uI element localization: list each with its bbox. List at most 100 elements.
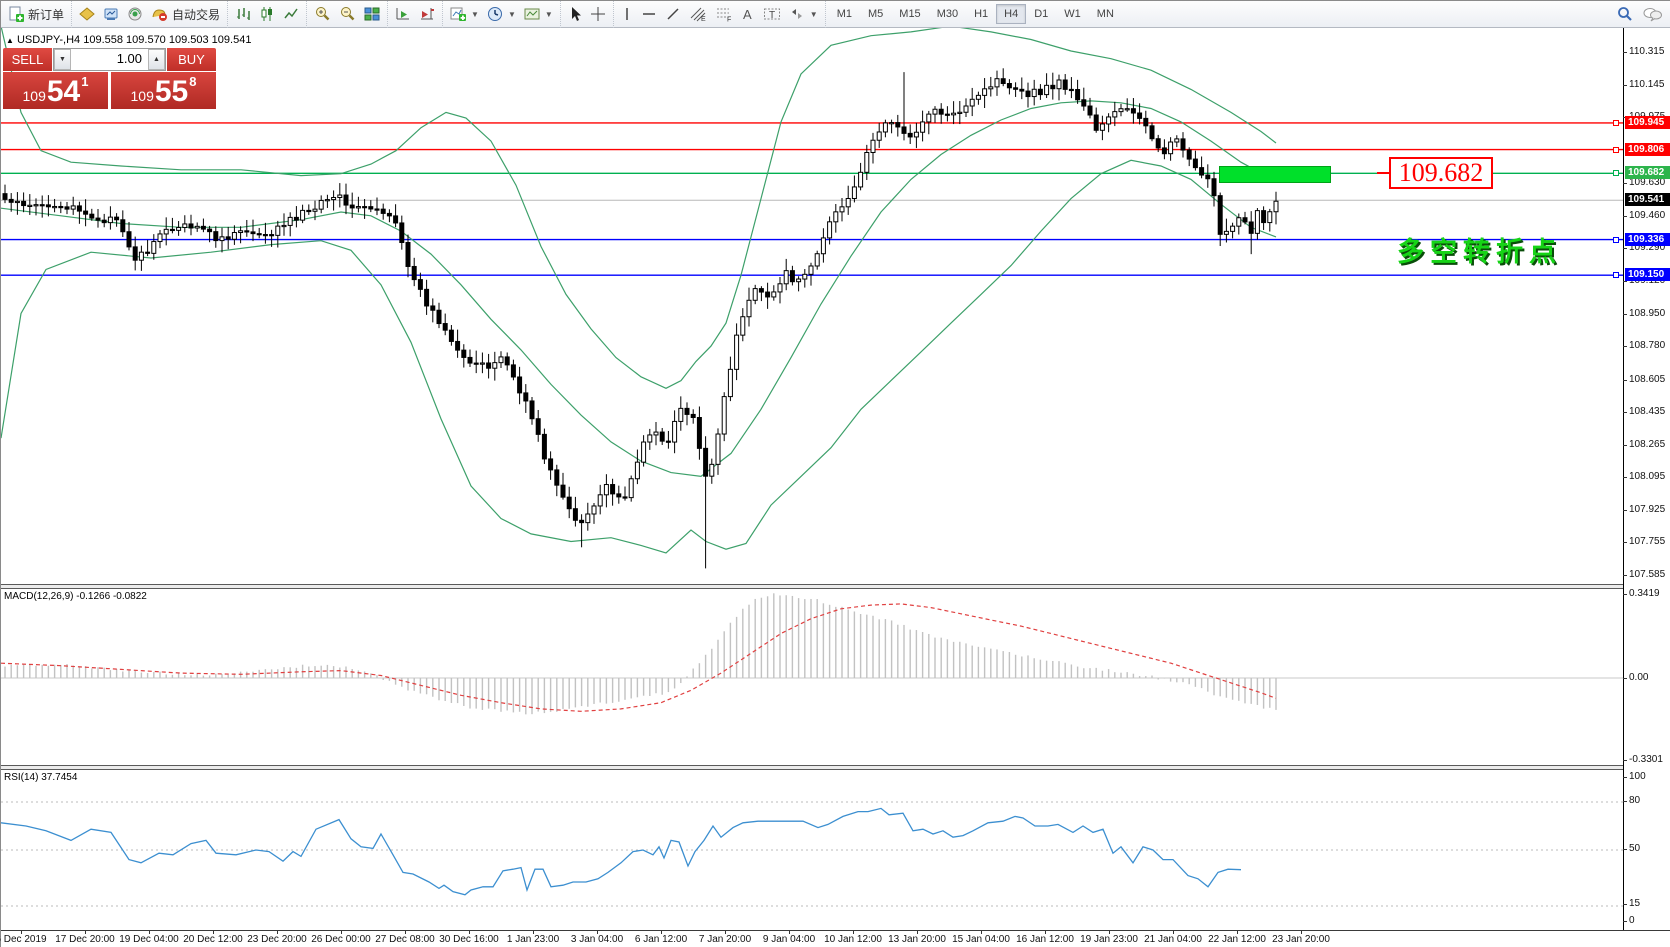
- turning-point-note[interactable]: 多空转折点: [1397, 237, 1562, 268]
- candle: [461, 344, 467, 368]
- timeframe-button-d1[interactable]: D1: [1034, 8, 1049, 20]
- text-label-button[interactable]: T: [759, 3, 785, 25]
- search-icon[interactable]: [1617, 6, 1633, 22]
- timeframe-button-mn[interactable]: MN: [1096, 8, 1114, 20]
- crosshair-button[interactable]: [586, 3, 610, 25]
- chart-symbol-period: USDJPY-,H4: [16, 34, 81, 46]
- candle: [932, 106, 938, 123]
- time-label: 1 Jan 23:00: [506, 934, 560, 945]
- autotrading-label: 自动交易: [172, 7, 221, 22]
- macd-tick-label: -0.3301: [1629, 753, 1663, 765]
- candle: [1099, 115, 1105, 141]
- volume-decrease-button[interactable]: ▼: [54, 49, 71, 70]
- candle: [467, 349, 473, 367]
- sell-price-button[interactable]: 109 54 1: [3, 72, 108, 109]
- price-tick-mark: [1623, 379, 1627, 381]
- candle: [839, 198, 845, 222]
- candle: [1168, 137, 1174, 161]
- time-tick-mark: [85, 931, 86, 934]
- price-tick-mark: [1623, 509, 1627, 511]
- time-tick-mark: [469, 931, 470, 934]
- cursor-icon: [571, 7, 581, 21]
- tile-windows-button[interactable]: [360, 3, 384, 25]
- volume-increase-button[interactable]: ▲: [148, 49, 165, 70]
- zoom-in-button[interactable]: [310, 3, 335, 25]
- green-level-rectangle[interactable]: [1219, 166, 1331, 184]
- candle: [920, 110, 926, 142]
- main-chart-pane[interactable]: [0, 25, 1623, 584]
- timeframe-button-m30[interactable]: M30: [936, 8, 959, 20]
- candle: [628, 475, 634, 502]
- candle: [1124, 98, 1130, 112]
- svg-text:F: F: [727, 17, 731, 23]
- auto-scroll-button[interactable]: [391, 3, 415, 25]
- templates-button[interactable]: ▼: [520, 3, 557, 25]
- buy-price-button[interactable]: 109 55 8: [111, 72, 216, 109]
- timeframe-button-m1[interactable]: M1: [836, 8, 852, 20]
- macd-pane[interactable]: [0, 589, 1623, 765]
- line-chart-button[interactable]: [279, 3, 303, 25]
- candle: [1211, 171, 1217, 207]
- candle: [610, 478, 616, 506]
- candle: [492, 351, 498, 381]
- horizontal-line-button[interactable]: [637, 3, 661, 25]
- timeframe-button-h1[interactable]: H1: [974, 8, 989, 20]
- rsi-pane[interactable]: [0, 770, 1623, 930]
- timeframe-button-m5[interactable]: M5: [868, 8, 884, 20]
- hline-anchor-marker[interactable]: [1613, 272, 1619, 279]
- indicators-button[interactable]: ▼: [446, 3, 483, 25]
- timeframe-button-m15[interactable]: M15: [899, 8, 921, 20]
- zoom-out-button[interactable]: [335, 3, 360, 25]
- bar-chart-button[interactable]: [231, 3, 255, 25]
- channel-button[interactable]: E: [685, 3, 711, 25]
- candle: [250, 219, 256, 242]
- buy-button[interactable]: BUY: [167, 48, 216, 71]
- candle: [926, 110, 932, 135]
- vertical-line-button[interactable]: [617, 3, 637, 25]
- cursor-button[interactable]: [564, 3, 586, 25]
- chart-ohlc-values: 109.558 109.570 109.503 109.541: [83, 34, 252, 46]
- profiles-button[interactable]: [99, 3, 123, 25]
- arrows-button[interactable]: ▼: [785, 3, 822, 25]
- candle: [889, 119, 895, 134]
- candle: [287, 212, 293, 237]
- hline-anchor-marker[interactable]: [1613, 146, 1619, 153]
- hline-anchor-marker[interactable]: [1613, 119, 1619, 126]
- candle: [641, 435, 647, 467]
- candle: [1186, 147, 1192, 167]
- timeframe-button-h4[interactable]: H4: [996, 4, 1027, 24]
- hline-anchor-marker[interactable]: [1613, 170, 1619, 177]
- candle: [300, 204, 306, 224]
- candle: [1006, 79, 1012, 95]
- price-tick-mark: [1623, 215, 1627, 217]
- new-order-button[interactable]: 新订单: [4, 3, 68, 25]
- text-button[interactable]: A: [737, 3, 759, 25]
- candlestick-button[interactable]: [255, 3, 279, 25]
- pane-splitter[interactable]: [1, 584, 1670, 589]
- volume-value[interactable]: 1.00: [116, 51, 142, 66]
- trendline-button[interactable]: [661, 3, 685, 25]
- navigator-button[interactable]: [123, 3, 147, 25]
- candle: [126, 222, 132, 251]
- candle: [1180, 132, 1186, 158]
- candle: [603, 474, 609, 508]
- chat-icon[interactable]: [1643, 6, 1663, 22]
- sell-button[interactable]: SELL: [3, 48, 52, 71]
- fibonacci-button[interactable]: F: [711, 3, 737, 25]
- timeframe-button-w1[interactable]: W1: [1064, 8, 1081, 20]
- candle: [355, 196, 361, 213]
- candle: [95, 209, 101, 228]
- candle: [827, 216, 833, 245]
- price-tick-mark: [1623, 542, 1627, 544]
- periods-button[interactable]: ▼: [483, 3, 520, 25]
- chart-shift-button[interactable]: [415, 3, 439, 25]
- hline-anchor-marker[interactable]: [1613, 236, 1619, 243]
- price-level-label[interactable]: 109.682: [1389, 157, 1493, 190]
- candle: [690, 409, 696, 424]
- autotrading-button[interactable]: 自动交易: [147, 3, 224, 25]
- new-chart-button[interactable]: [75, 3, 99, 25]
- pane-splitter[interactable]: [1, 765, 1670, 770]
- bollinger-lower-band: [0, 159, 1277, 554]
- candle: [188, 214, 194, 236]
